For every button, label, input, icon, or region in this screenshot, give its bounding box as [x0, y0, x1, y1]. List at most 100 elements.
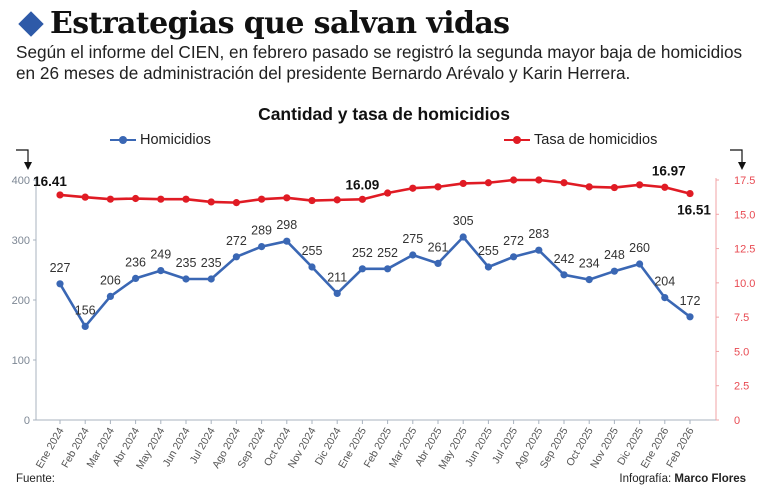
headline: Estrategias que salvan vidas — [18, 6, 510, 41]
tasa-point — [157, 195, 165, 203]
homicidios-point — [182, 275, 190, 283]
homicidios-data-label: 156 — [75, 303, 96, 317]
tasa-point — [358, 195, 366, 203]
homicidios-data-label: 261 — [428, 240, 449, 254]
credit-label: Infografía: — [619, 473, 672, 485]
homicidios-data-label: 248 — [604, 248, 625, 262]
tasa-point — [132, 194, 140, 203]
tasa-point — [610, 183, 619, 192]
right-tick-label: 7.5 — [734, 312, 749, 324]
homicidios-data-label: 275 — [402, 232, 423, 246]
legend-homicidios: Homicidios — [110, 132, 211, 148]
tasa-point — [308, 196, 316, 205]
homicidios-data-label: 204 — [654, 275, 675, 289]
homicidios-data-label: 255 — [478, 244, 499, 258]
tasa-point — [661, 183, 669, 191]
homicidios-point — [661, 294, 669, 302]
left-tick-label: 100 — [12, 355, 30, 367]
homicidios-point — [283, 237, 291, 245]
homicidios-data-label: 252 — [377, 246, 398, 260]
tasa-point — [484, 179, 492, 187]
dual-axis-line-chart: 010020030040002.55.07.510.012.515.017.5E… — [12, 149, 755, 470]
homicidios-data-label: 305 — [453, 214, 474, 228]
homicidios-point — [459, 233, 467, 241]
tasa-point — [585, 183, 593, 191]
tasa-line — [59, 178, 691, 204]
homicidios-data-label: 234 — [579, 257, 600, 271]
homicidios-data-label: 172 — [680, 294, 701, 308]
homicidios-data-label: 235 — [176, 256, 197, 270]
legend-tasa-marker — [504, 136, 530, 144]
homicidios-data-label: 235 — [201, 256, 222, 270]
headline-text: Estrategias que salvan vidas — [50, 6, 510, 41]
right-tick-label: 0 — [734, 415, 740, 427]
left-tick-label: 0 — [24, 415, 30, 427]
right-tick-label: 5.0 — [734, 346, 749, 358]
tasa-data-label: 16.09 — [346, 177, 380, 192]
tasa-point — [535, 176, 543, 184]
homicidios-point — [56, 280, 64, 288]
homicidios-point — [358, 265, 366, 273]
tasa-point — [686, 189, 694, 198]
homicidios-point — [636, 260, 644, 268]
homicidios-data-label: 206 — [100, 273, 121, 287]
legend-homicidios-marker — [110, 136, 136, 144]
homicidios-point — [258, 243, 266, 251]
homicidios-data-label: 289 — [251, 224, 272, 238]
credit-name: Marco Flores — [674, 473, 746, 485]
left-axis-arrow-icon — [16, 149, 29, 162]
homicidios-point — [333, 289, 341, 297]
right-axis-arrow-icon — [730, 149, 743, 162]
tasa-point — [81, 193, 89, 201]
tasa-point — [636, 181, 644, 189]
right-tick-label: 10.0 — [734, 278, 755, 290]
tasa-point — [384, 189, 392, 197]
homicidios-point — [686, 313, 694, 321]
left-tick-label: 200 — [12, 295, 30, 307]
chart-title: Cantidad y tasa de homicidios — [258, 104, 510, 124]
legend-tasa: Tasa de homicidios — [504, 132, 657, 148]
homicidios-point — [81, 322, 89, 330]
homicidios-point — [610, 267, 619, 275]
tasa-data-label: 16.41 — [33, 174, 67, 189]
legend-homicidios-label: Homicidios — [140, 132, 211, 148]
homicidios-point — [585, 276, 593, 284]
credit: Infografía: Marco Flores — [619, 473, 746, 485]
right-tick-label: 12.5 — [734, 244, 755, 256]
homicidios-data-label: 272 — [503, 234, 524, 248]
tasa-point — [459, 179, 467, 188]
homicidios-point — [509, 253, 518, 261]
left-tick-label: 300 — [12, 235, 30, 247]
homicidios-point — [434, 259, 442, 267]
right-tick-label: 17.5 — [734, 175, 755, 187]
right-tick-label: 2.5 — [734, 381, 749, 393]
homicidios-point — [409, 251, 417, 259]
homicidios-data-label: 255 — [302, 244, 323, 258]
right-axis-arrowhead-icon — [738, 162, 746, 170]
homicidios-data-label: 227 — [50, 261, 71, 275]
homicidios-data-label: 249 — [150, 248, 171, 262]
homicidios-data-label: 283 — [528, 227, 549, 241]
homicidios-point — [308, 263, 316, 271]
subtitle: Según el informe del CIEN, en febrero pa… — [16, 42, 743, 83]
tasa-point — [232, 199, 240, 207]
homicidios-data-label: 298 — [276, 218, 297, 232]
tasa-point — [434, 183, 442, 191]
tasa-point — [560, 179, 568, 187]
tasa-data-label: 16.97 — [652, 163, 686, 178]
homicidios-data-label: 260 — [629, 241, 650, 255]
tasa-data-label: 16.51 — [677, 203, 711, 218]
tasa-point — [333, 196, 341, 204]
tasa-point — [56, 191, 64, 199]
homicidios-data-label: 252 — [352, 246, 373, 260]
homicidios-data-label: 211 — [327, 270, 347, 284]
homicidios-point — [484, 263, 492, 271]
tasa-point — [182, 195, 190, 203]
tasa-point — [283, 194, 291, 202]
tasa-point — [106, 195, 114, 203]
homicidios-point — [560, 271, 568, 279]
homicidios-point — [157, 267, 165, 275]
homicidios-data-label: 242 — [554, 252, 575, 266]
homicidios-point — [232, 253, 240, 261]
tasa-point — [409, 184, 417, 192]
